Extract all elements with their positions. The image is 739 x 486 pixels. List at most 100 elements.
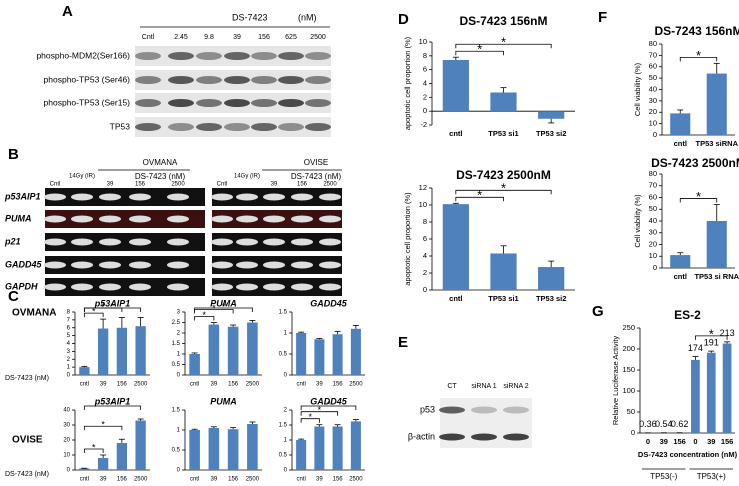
band xyxy=(251,99,277,107)
x-tick-label: 2500 xyxy=(246,382,260,388)
y-label: Relative Luciferase Activity xyxy=(611,336,620,425)
band xyxy=(211,261,233,269)
column-label: 156 xyxy=(135,182,146,188)
x-tick-label: TP53 si RNA xyxy=(694,272,739,281)
column-label: 39 xyxy=(107,182,114,188)
y-tick-label: 0.5 xyxy=(172,362,181,368)
x-tick-label: cntl xyxy=(80,382,89,388)
x-tick-label: 2500 xyxy=(349,382,363,388)
panel-label: D xyxy=(398,11,409,28)
gene: PUMA xyxy=(5,213,32,223)
chart-title: PUMA xyxy=(210,298,237,308)
bracket xyxy=(455,189,552,195)
bracket xyxy=(455,43,552,49)
bracket xyxy=(300,418,320,423)
x-tick-label: 39 xyxy=(211,477,218,483)
gene: GADD45 xyxy=(5,259,43,269)
column-label: 39 xyxy=(271,182,278,188)
band xyxy=(44,238,66,246)
x-tick-label: 39 xyxy=(100,477,107,483)
y-tick-label: 0.5 xyxy=(172,448,181,454)
bar xyxy=(135,420,146,470)
y-tick-label: 10 xyxy=(63,453,70,459)
x-tick-label: 39 xyxy=(316,477,323,483)
band xyxy=(167,215,189,223)
band xyxy=(471,406,497,414)
gene: p53AIP1 xyxy=(4,191,41,201)
y-tick-label: 10 xyxy=(419,200,427,209)
bar xyxy=(442,59,469,112)
band xyxy=(71,283,93,291)
bar xyxy=(79,367,90,375)
bar xyxy=(79,468,90,470)
y-label: Cell viability (%) xyxy=(633,194,642,248)
column-label: 9.8 xyxy=(204,34,214,41)
value-label: 174 xyxy=(688,343,703,353)
band xyxy=(291,193,313,201)
band xyxy=(44,283,66,291)
bracket xyxy=(679,198,718,203)
x-tick-label: cntl xyxy=(296,382,305,388)
chart-title: GADD45 xyxy=(310,396,348,406)
x-tick-label: 39 xyxy=(707,437,715,446)
x-tick-label: 39 xyxy=(316,382,323,388)
chart-title: PUMA xyxy=(210,396,237,406)
group-name: OVISE xyxy=(304,158,328,167)
y-label: apoptotic cell proportion (%) xyxy=(403,192,412,286)
y-tick-label: 100 xyxy=(622,386,635,395)
band xyxy=(135,123,161,131)
y-tick-label: 7 xyxy=(67,317,71,323)
panel-label: C xyxy=(8,288,19,305)
band xyxy=(439,406,465,414)
y-tick-label: 0 xyxy=(284,373,288,379)
star: * xyxy=(477,188,482,203)
x-tick-label: 39 xyxy=(211,382,218,388)
band xyxy=(291,238,313,246)
y-tick-label: 20 xyxy=(63,438,70,444)
band xyxy=(263,238,285,246)
star: * xyxy=(111,399,115,409)
y-tick-label: 2 xyxy=(423,268,427,277)
column-label: Cntl xyxy=(142,34,155,41)
column-label: 39 xyxy=(233,34,241,41)
x-tick-label: cntl xyxy=(449,129,462,138)
y-tick-label: 2 xyxy=(177,331,181,337)
x-tick-label: 2500 xyxy=(134,477,148,483)
x-label: DS-7423 (nM) xyxy=(5,471,49,478)
band xyxy=(99,215,121,223)
bracket xyxy=(679,56,718,62)
y-tick-label: 30 xyxy=(649,96,657,105)
bracket xyxy=(83,405,142,410)
bracket xyxy=(695,335,728,340)
bar xyxy=(332,426,343,470)
band xyxy=(211,193,233,201)
blot xyxy=(135,117,331,137)
band xyxy=(251,76,277,84)
band xyxy=(503,406,529,414)
y-tick-label: 10 xyxy=(649,119,657,128)
gel xyxy=(45,233,205,251)
y-tick-label: 0 xyxy=(177,373,181,379)
band xyxy=(168,99,194,107)
band xyxy=(135,99,161,107)
bar xyxy=(116,327,128,375)
star: * xyxy=(477,42,482,57)
y-tick-label: 0 xyxy=(284,468,288,474)
gene: GAPDH xyxy=(5,281,38,291)
chart-title: DS-7423 2500nM xyxy=(456,168,551,182)
panel-label: G xyxy=(592,303,604,320)
star: * xyxy=(501,35,506,50)
y-tick-label: 50 xyxy=(649,204,657,213)
star: * xyxy=(501,181,506,196)
y-tick-label: 6 xyxy=(423,234,427,243)
star: * xyxy=(101,420,105,430)
band xyxy=(99,193,121,201)
y-tick-label: 40 xyxy=(63,408,70,414)
column-label: Cntl xyxy=(50,182,61,188)
star: * xyxy=(92,306,96,316)
y-tick-label: 1 xyxy=(177,352,181,358)
y-tick-label: 4 xyxy=(67,341,71,347)
y-tick-label: 40 xyxy=(649,84,657,93)
y-tick-label: 0 xyxy=(653,130,657,139)
bracket xyxy=(194,316,215,321)
